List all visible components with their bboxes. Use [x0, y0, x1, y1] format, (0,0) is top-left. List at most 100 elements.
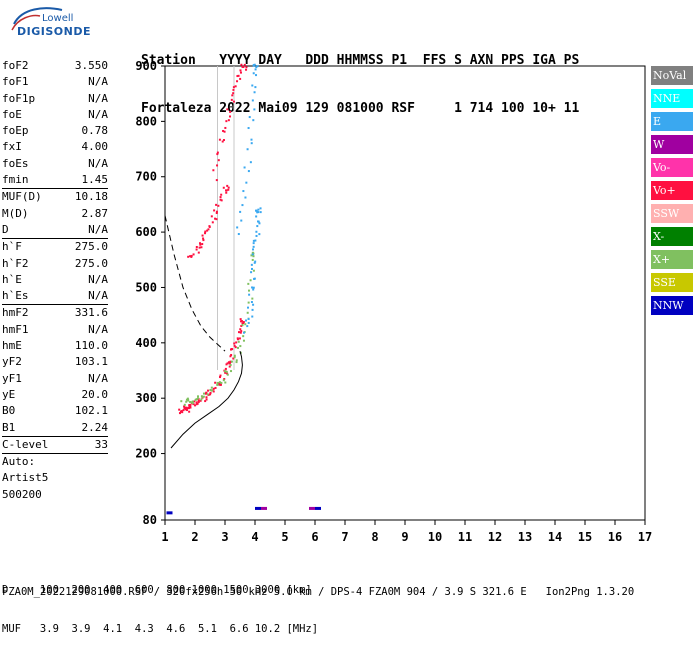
param-row: h`F2 275.0 — [2, 256, 108, 272]
echo-point — [245, 181, 248, 184]
echo-point — [201, 243, 204, 246]
echo-point — [242, 335, 245, 338]
echo-point — [223, 378, 226, 381]
x-axis: 1 2 3 4 5 6 7 8 9 10 11 12 13 14 15 16 17 — [161, 520, 652, 544]
echo-point — [236, 80, 239, 83]
echo-point — [240, 219, 243, 222]
echo-point — [221, 140, 224, 143]
echo-point — [254, 86, 257, 89]
param-row: C-level 33 — [2, 437, 108, 453]
param-value: 331.6 — [74, 306, 108, 320]
echo-point — [216, 383, 219, 386]
echo-point — [199, 399, 202, 402]
x-tick-label: 12 — [488, 530, 502, 544]
y-tick-label: 700 — [135, 170, 157, 184]
legend-item-sse: SSE — [651, 273, 693, 292]
echo-point — [191, 402, 194, 405]
echo-point — [256, 225, 259, 228]
profile-curves — [164, 215, 243, 449]
echo-point — [256, 65, 259, 68]
echo-point — [209, 391, 212, 394]
param-value: N/A — [88, 371, 108, 385]
param-row: B0 102.1 — [2, 403, 108, 419]
x-tick-label: 6 — [311, 530, 318, 544]
legend-item-noval: NoVal — [651, 66, 693, 85]
param-row: hmE 110.0 — [2, 338, 108, 354]
echo-point — [256, 211, 259, 214]
echo-point — [236, 75, 239, 78]
echo-point — [251, 286, 254, 289]
echo-point — [195, 401, 198, 404]
param-row: yF2 103.1 — [2, 354, 108, 370]
echo-point — [229, 360, 232, 363]
echo-point — [187, 407, 190, 410]
echo-point — [229, 364, 232, 367]
param-row: foE N/A — [2, 107, 108, 123]
echo-point — [195, 245, 198, 248]
echo-point — [239, 345, 242, 348]
echo-point — [226, 184, 229, 187]
param-key: Auto: — [2, 455, 36, 469]
y-tick-label: 500 — [135, 280, 157, 294]
echo-point — [214, 386, 217, 389]
param-row: foEp 0.78 — [2, 123, 108, 139]
param-value: 33 — [94, 437, 108, 451]
echo-point — [253, 63, 256, 66]
echo-point — [191, 400, 194, 403]
param-key: fxI — [2, 140, 22, 154]
echo-point — [185, 400, 188, 403]
echo-point — [182, 409, 185, 412]
echo-point — [236, 337, 239, 340]
echo-point — [243, 331, 246, 334]
echo-point — [212, 387, 215, 390]
echo-point — [252, 288, 255, 291]
echo-point — [248, 293, 251, 296]
param-key: B1 — [2, 420, 16, 434]
param-row: h`E N/A — [2, 272, 108, 288]
echo-point — [193, 400, 196, 403]
echo-point — [210, 386, 213, 389]
param-separator — [2, 238, 108, 240]
echo-point — [230, 353, 233, 356]
echo-point — [245, 319, 248, 322]
echo-point — [201, 234, 204, 237]
param-value: 275.0 — [74, 256, 108, 270]
echo-point — [190, 255, 193, 258]
echo-point — [234, 346, 237, 349]
legend-item-nne: NNE — [651, 89, 693, 108]
echo-point — [209, 388, 212, 391]
echo-point — [237, 340, 240, 343]
echo-point — [255, 215, 258, 218]
echo-point — [242, 321, 245, 324]
echo-point — [309, 506, 315, 510]
param-key: hmE — [2, 339, 22, 353]
echo-point — [220, 193, 223, 196]
echo-point — [232, 100, 235, 103]
echo-point — [219, 374, 222, 377]
param-key: foF2 — [2, 59, 29, 72]
echo-point — [246, 148, 249, 151]
param-value: 102.1 — [74, 404, 108, 418]
param-row: fxI 4.00 — [2, 139, 108, 155]
echo-point — [215, 218, 218, 221]
echo-point — [219, 196, 222, 199]
echo-point — [255, 74, 258, 77]
param-key: hmF1 — [2, 322, 29, 336]
echo-point — [247, 301, 250, 304]
echo-point — [241, 65, 244, 68]
echo-point — [200, 398, 203, 401]
echo-point — [181, 411, 184, 414]
echo-point — [199, 242, 202, 245]
muf-row: MUF 3.9 3.9 4.1 4.3 4.6 5.1 6.6 10.2 [MH… — [2, 623, 319, 635]
param-row: yF1 N/A — [2, 371, 108, 387]
echo-point — [178, 412, 181, 415]
echo-point — [194, 404, 197, 407]
echo-point — [212, 390, 215, 393]
echo-point — [195, 398, 198, 401]
echo-point — [222, 139, 225, 142]
echo-point — [227, 188, 230, 191]
echo-point — [245, 66, 248, 69]
echo-point — [207, 228, 210, 231]
echo-point — [197, 251, 200, 254]
echo-point — [240, 324, 243, 327]
